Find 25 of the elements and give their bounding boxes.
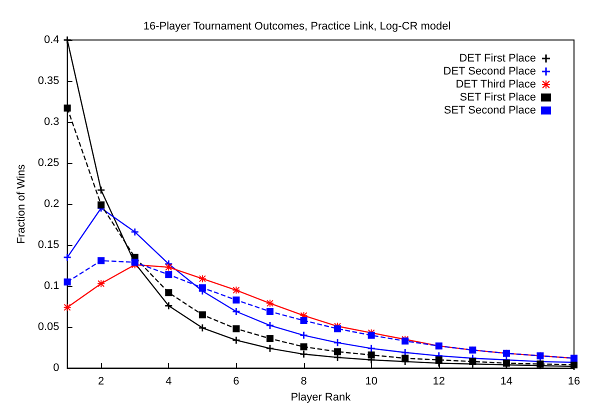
y-tick-label: 0 <box>53 362 60 374</box>
x-axis-title: Player Rank <box>290 392 352 404</box>
x-tick-label: 16 <box>568 376 580 388</box>
y-tick-label: 0.2 <box>44 198 60 210</box>
chart-title: 16-Player Tournament Outcomes, Practice Link, Log-CR model <box>143 20 451 32</box>
y-tick-label: 0.3 <box>44 116 60 128</box>
x-tick-label: 2 <box>98 376 104 388</box>
y-axis-title: Fraction of Wins <box>16 164 28 244</box>
x-tick-label: 8 <box>300 376 307 388</box>
y-tick-label: 0.4 <box>44 34 60 46</box>
y-tick-label: 0.15 <box>38 239 60 252</box>
x-tick-label: 10 <box>365 376 378 388</box>
legend-label: SET Second Place <box>444 104 536 116</box>
legend-label: DET Third Place <box>456 78 536 90</box>
y-tick-label: 0.05 <box>38 321 60 334</box>
x-tick-label: 6 <box>233 376 240 388</box>
legend-label: SET First Place <box>460 92 536 104</box>
x-tick-label: 4 <box>166 376 172 388</box>
y-tick-label: 0.1 <box>44 280 60 292</box>
x-tick-label: 14 <box>500 376 513 388</box>
x-tick-label: 12 <box>432 376 446 388</box>
y-tick-label: 0.25 <box>38 157 60 170</box>
legend-label: DET First Place <box>459 52 536 64</box>
y-tick-label: 0.35 <box>38 75 60 88</box>
legend-label: DET Second Place <box>443 66 536 78</box>
